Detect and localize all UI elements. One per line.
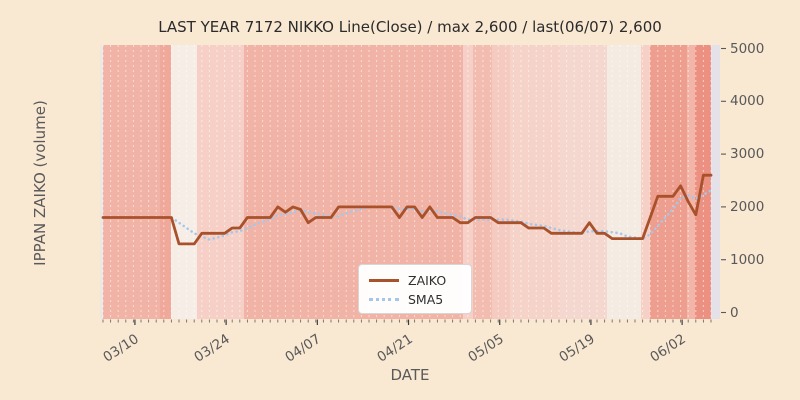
legend-item-sma5: SMA5	[369, 290, 463, 309]
y-tick-label: 2000	[730, 198, 765, 215]
y-tick-label: 1000	[730, 251, 765, 268]
legend-item-zaiko: ZAIKO	[369, 271, 463, 290]
sma5-line-swatch	[369, 298, 399, 301]
legend-label-sma5: SMA5	[408, 291, 444, 307]
zaiko-line-swatch	[369, 279, 399, 282]
x-axis-label: DATE	[390, 366, 430, 384]
y-tick-label: 0	[730, 304, 739, 321]
y-tick-label: 3000	[730, 146, 765, 163]
y-tick-label: 5000	[730, 40, 765, 57]
legend-label-zaiko: ZAIKO	[408, 272, 447, 288]
zaiko-line	[101, 173, 713, 246]
sma5-line	[132, 189, 713, 241]
chart-title: LAST YEAR 7172 NIKKO Line(Close) / max 2…	[158, 18, 662, 36]
y-tick-label: 4000	[730, 93, 765, 110]
legend: ZAIKO SMA5	[358, 264, 472, 314]
y-axis-label: IPPAN ZAIKO (volume)	[31, 100, 49, 266]
axis-ticks	[102, 47, 726, 325]
grid-lines	[102, 45, 712, 319]
